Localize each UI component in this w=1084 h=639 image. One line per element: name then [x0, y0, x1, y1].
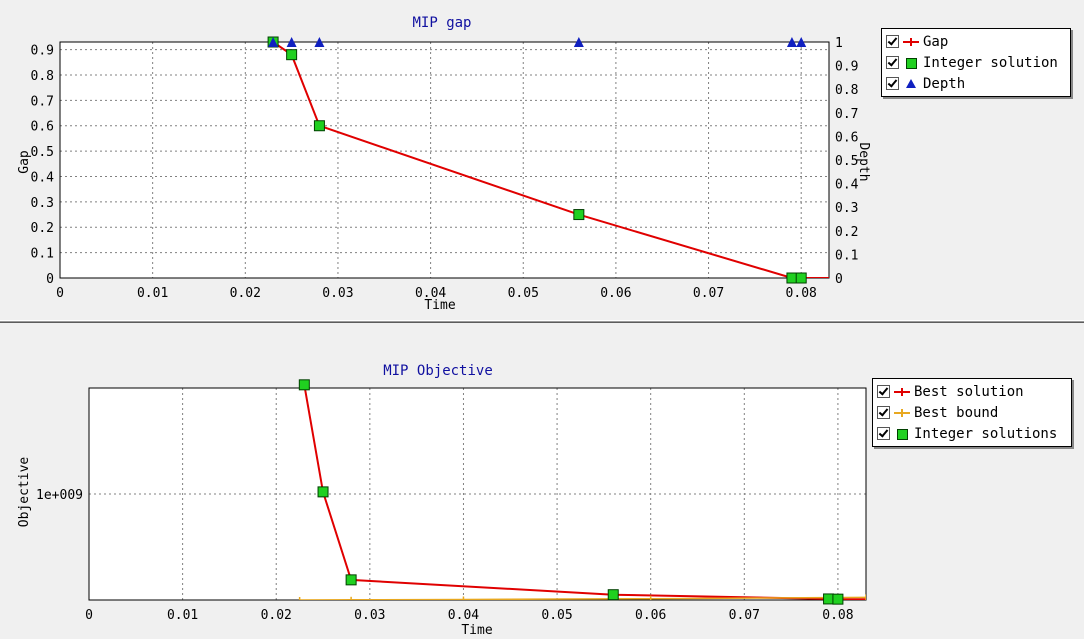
checkbox-icon[interactable] [886, 35, 899, 48]
checkbox-icon[interactable] [877, 385, 890, 398]
legend-item-integer-solutions[interactable]: Integer solutions [877, 423, 1067, 444]
legend-label: Gap [923, 33, 949, 50]
y-tick-label: 0.6 [31, 120, 54, 135]
triangle-marker-icon [902, 78, 920, 90]
legend-label: Integer solution [923, 54, 1058, 71]
integer-solution-point [607, 589, 619, 601]
depth-point [286, 37, 297, 47]
y2-tick-label: 1 [835, 36, 843, 51]
y2-tick-label: 0.2 [835, 225, 858, 240]
y2-tick-label: 0.6 [835, 130, 858, 145]
legend-label: Depth [923, 75, 966, 92]
y-tick-label: 0.3 [31, 196, 54, 211]
x-tick-label: 0.03 [354, 608, 385, 623]
integer-solution-point [298, 379, 310, 391]
y-tick-label: 1e+009 [36, 488, 83, 503]
line-marker-icon [902, 36, 920, 48]
x-tick-label: 0.01 [167, 608, 198, 623]
x-tick-label: 0.05 [508, 286, 539, 301]
panel-splitter[interactable] [0, 320, 1084, 323]
mip-gap-panel: MIP gap Time Gap Depth 0 0.01 0.02 0.03 0.04… [0, 0, 1084, 318]
y2-tick-label: 0.3 [835, 201, 858, 216]
y-tick-label: 0.2 [31, 221, 54, 236]
y2-tick-label: 0.8 [835, 83, 858, 98]
depth-point [573, 37, 584, 47]
integer-solution-point [823, 593, 835, 605]
x-tick-label: 0.05 [541, 608, 572, 623]
chart-title: MIP gap [412, 15, 471, 31]
mip-objective-chart: MIP Objective Time Objective 0 0.01 0.02 0.… [17, 363, 867, 638]
integer-solution-point [795, 272, 807, 284]
plot-area [60, 42, 829, 278]
x-tick-label: 0.06 [600, 286, 631, 301]
y-tick-label: 0 [46, 272, 54, 287]
line-marker-icon [893, 407, 911, 419]
y-tick-label: 0.7 [31, 94, 54, 109]
integer-solution-point [286, 49, 298, 61]
legend-item-gap[interactable]: Gap [886, 31, 1066, 52]
x-tick-label: 0.08 [822, 608, 853, 623]
integer-solution-point [786, 272, 798, 284]
integer-solution-point [313, 120, 325, 132]
plot-area [89, 388, 866, 600]
depth-point [796, 37, 807, 47]
x-tick-label: 0.04 [415, 286, 446, 301]
square-marker-icon [893, 428, 911, 440]
y2-tick-label: 0.1 [835, 248, 858, 263]
y2-tick-label: 0.4 [835, 178, 859, 193]
plot-frame [59, 41, 830, 279]
integer-solution-point [317, 486, 329, 498]
x-tick-label: 0 [56, 286, 64, 301]
integer-solution-point [345, 574, 357, 586]
y-tick-label: 0.9 [31, 44, 54, 59]
y-tick-label: 0.8 [31, 69, 54, 84]
checkbox-icon[interactable] [877, 427, 890, 440]
checkbox-icon[interactable] [886, 56, 899, 69]
x-axis-label: Time [424, 298, 455, 313]
square-marker-icon [902, 57, 920, 69]
x-tick-label: 0 [85, 608, 93, 623]
x-tick-label: 0.06 [635, 608, 666, 623]
y2-tick-label: 0.7 [835, 107, 858, 122]
y2-tick-label: 0 [835, 272, 843, 287]
line-marker-icon [893, 386, 911, 398]
legend-label: Best solution [914, 383, 1024, 400]
y-axis-label: Gap [17, 150, 32, 174]
x-axis-label: Time [461, 623, 492, 638]
legend-label: Best bound [914, 404, 999, 421]
legend-item-best-solution[interactable]: Best solution [877, 381, 1067, 402]
x-tick-label: 0.02 [261, 608, 292, 623]
x-tick-label: 0.07 [729, 608, 760, 623]
mip-objective-legend: Best solution Best bound Integer solutio… [872, 378, 1072, 447]
legend-item-best-bound[interactable]: Best bound [877, 402, 1067, 423]
integer-solution-point [573, 209, 585, 221]
depth-point [314, 37, 325, 47]
legend-item-depth[interactable]: Depth [886, 73, 1066, 94]
mip-gap-chart: MIP gap Time Gap Depth 0 0.01 0.02 0.03 0.04… [17, 15, 871, 313]
y2-tick-label: 0.9 [835, 60, 858, 75]
y-tick-label: 0.5 [31, 145, 54, 160]
legend-item-integer-solution[interactable]: Integer solution [886, 52, 1066, 73]
x-tick-label: 0.07 [693, 286, 724, 301]
legend-label: Integer solutions [914, 425, 1058, 442]
checkbox-icon[interactable] [877, 406, 890, 419]
chart-title: MIP Objective [383, 363, 493, 379]
x-tick-label: 0.01 [137, 286, 168, 301]
integer-solution-point [832, 593, 844, 605]
mip-objective-panel: MIP Objective Time Objective 0 0.01 0.02 0.… [0, 330, 1084, 639]
y2-axis-label: Depth [856, 142, 871, 181]
depth-point [786, 37, 797, 47]
y-tick-label: 0.1 [31, 247, 54, 262]
y2-tick-label: 0.5 [835, 154, 858, 169]
y-tick-label: 0.4 [31, 170, 55, 185]
x-tick-label: 0.03 [322, 286, 353, 301]
checkbox-icon[interactable] [886, 77, 899, 90]
depth-point [268, 37, 279, 47]
x-tick-label: 0.04 [448, 608, 479, 623]
mip-gap-legend: Gap Integer solution Depth [881, 28, 1071, 97]
x-tick-label: 0.08 [786, 286, 817, 301]
x-tick-label: 0.02 [230, 286, 261, 301]
y-axis-label: Objective [17, 457, 32, 528]
